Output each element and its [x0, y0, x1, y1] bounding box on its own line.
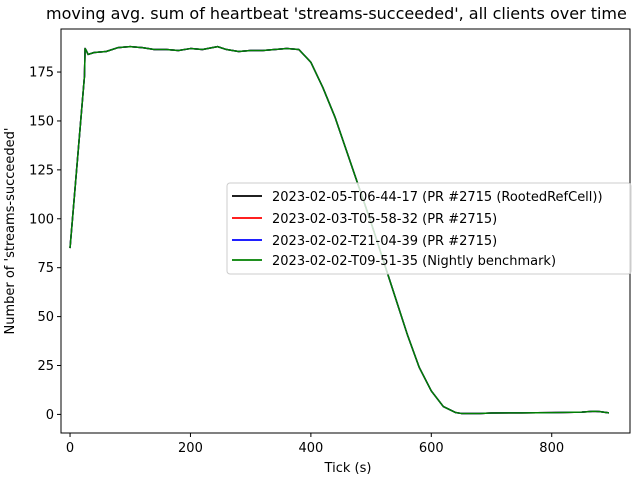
y-tick-label: 125 [29, 163, 54, 178]
x-tick-label: 400 [298, 441, 323, 456]
y-tick-label: 175 [29, 66, 54, 81]
y-tick-label: 100 [29, 212, 54, 227]
y-axis-label: Number of 'streams-succeeded' [3, 128, 18, 335]
legend: 2023-02-05-T06-44-17 (PR #2715 (RootedRe… [226, 182, 632, 275]
x-axis-label: Tick (s) [324, 461, 372, 476]
series-lines [69, 45, 610, 415]
legend-entry: 2023-02-02-T09-51-35 (Nightly benchmark) [272, 254, 556, 269]
y-axis-ticks: 0 25 50 75 100 125 150 175 [29, 66, 61, 423]
y-tick-label: 25 [37, 359, 54, 374]
x-tick-label: 0 [66, 441, 74, 456]
y-tick-label: 150 [29, 114, 54, 129]
x-tick-label: 800 [539, 441, 564, 456]
chart-title: moving avg. sum of heartbeat 'streams-su… [46, 4, 627, 23]
legend-entry: 2023-02-05-T06-44-17 (PR #2715 (RootedRe… [272, 190, 603, 205]
y-tick-label: 50 [37, 310, 54, 325]
y-tick-label: 0 [46, 408, 54, 423]
y-tick-label: 75 [37, 261, 54, 276]
x-tick-label: 200 [178, 441, 203, 456]
legend-box [226, 182, 632, 275]
legend-entry: 2023-02-02-T21-04-39 (PR #2715) [272, 234, 497, 249]
series-line [69, 45, 610, 415]
legend-entry: 2023-02-03-T05-58-32 (PR #2715) [272, 212, 497, 227]
x-axis-ticks: 0 200 400 600 800 [66, 433, 564, 456]
x-tick-label: 600 [419, 441, 444, 456]
